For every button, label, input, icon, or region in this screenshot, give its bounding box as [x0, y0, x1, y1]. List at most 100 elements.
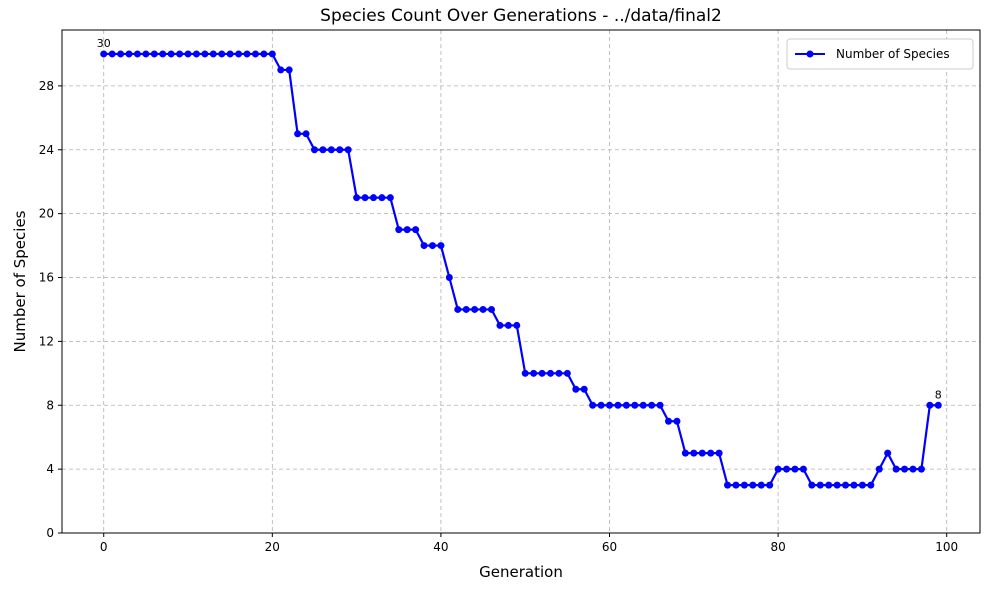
data-point [235, 50, 243, 58]
data-point [547, 369, 555, 377]
data-point [774, 465, 782, 473]
data-point [344, 146, 352, 154]
data-point [285, 66, 293, 74]
y-axis-label: Number of Species [11, 210, 29, 352]
data-point [732, 481, 740, 489]
data-point [850, 481, 858, 489]
data-point [125, 50, 133, 58]
series-line [103, 52, 939, 487]
data-point [816, 481, 824, 489]
y-tick-label: 20 [39, 207, 54, 221]
data-point [226, 50, 234, 58]
data-point [201, 50, 209, 58]
data-point [319, 146, 327, 154]
data-point [673, 417, 681, 425]
data-point [614, 401, 622, 409]
legend-box [786, 38, 974, 70]
data-point [504, 321, 512, 329]
data-point [757, 481, 765, 489]
data-point [277, 66, 285, 74]
data-point [783, 465, 791, 473]
data-point [926, 401, 934, 409]
y-tick-label: 4 [46, 462, 54, 476]
data-point [150, 50, 158, 58]
data-point [395, 226, 403, 234]
data-point [378, 194, 386, 202]
data-point [243, 50, 251, 58]
x-axis: 0 20 40 60 80 100 [100, 533, 958, 554]
y-tick-label: 0 [46, 526, 54, 540]
data-point [555, 369, 563, 377]
data-point [108, 50, 116, 58]
data-point [100, 50, 108, 58]
data-point [361, 194, 369, 202]
data-point [403, 226, 411, 234]
data-point [142, 50, 150, 58]
data-point [572, 385, 580, 393]
data-point [656, 401, 664, 409]
data-point [487, 305, 495, 313]
data-point [336, 146, 344, 154]
data-point [892, 465, 900, 473]
data-point [563, 369, 571, 377]
data-point [842, 481, 850, 489]
data-point [622, 401, 630, 409]
chart-title: Species Count Over Generations - ../data… [320, 6, 722, 26]
data-point [639, 401, 647, 409]
data-point [589, 401, 597, 409]
data-point [698, 449, 706, 457]
plot-frame [61, 29, 981, 534]
data-point [875, 465, 883, 473]
data-point [606, 401, 614, 409]
data-point [740, 481, 748, 489]
x-tick-label: 40 [433, 540, 448, 554]
data-point [909, 465, 917, 473]
data-point [353, 194, 361, 202]
data-point [496, 321, 504, 329]
data-point [597, 401, 605, 409]
data-point [665, 417, 673, 425]
data-point [766, 481, 774, 489]
data-point [268, 50, 276, 58]
data-annotation: 8 [935, 388, 942, 401]
data-annotation: 30 [97, 37, 111, 50]
data-point [428, 242, 436, 250]
data-point [176, 50, 184, 58]
y-axis: 0 4 8 12 16 20 24 28 [39, 79, 62, 540]
data-point [724, 481, 732, 489]
data-point [681, 449, 689, 457]
data-point [513, 321, 521, 329]
data-point [917, 465, 925, 473]
annotations: 30 8 [97, 37, 942, 401]
data-point [310, 146, 318, 154]
data-point [117, 50, 125, 58]
data-point [521, 369, 529, 377]
data-point [631, 401, 639, 409]
data-point [462, 305, 470, 313]
data-point [825, 481, 833, 489]
data-point [294, 130, 302, 138]
data-point [192, 50, 200, 58]
x-axis-label: Generation [479, 563, 563, 581]
data-point [867, 481, 875, 489]
y-tick-label: 28 [39, 79, 54, 93]
series-layer [100, 50, 942, 489]
x-tick-label: 0 [100, 540, 108, 554]
data-point [707, 449, 715, 457]
data-point [799, 465, 807, 473]
data-point [530, 369, 538, 377]
data-point [209, 50, 217, 58]
data-point [648, 401, 656, 409]
data-point [420, 242, 428, 250]
data-point [808, 481, 816, 489]
data-point [159, 50, 167, 58]
data-point [327, 146, 335, 154]
legend-label: Number of Species [836, 47, 950, 61]
data-point [538, 369, 546, 377]
x-tick-label: 100 [935, 540, 958, 554]
data-point [260, 50, 268, 58]
data-point [934, 401, 942, 409]
x-tick-label: 20 [265, 540, 280, 554]
data-point [251, 50, 259, 58]
